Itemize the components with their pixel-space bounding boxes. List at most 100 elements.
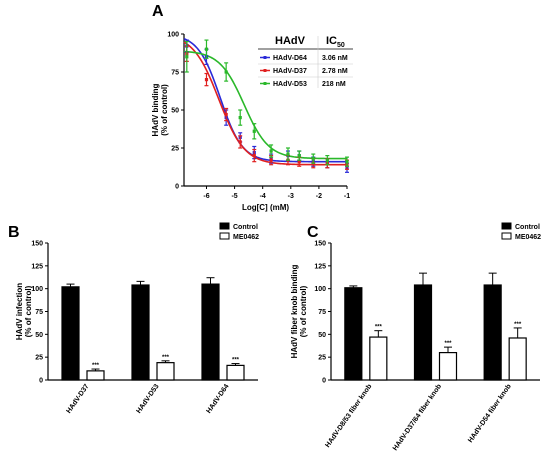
- b-legend-label: Control: [233, 224, 258, 231]
- c-category-label: HAdV-D37/64 fiber knob: [392, 383, 443, 451]
- c-category-label: HAdV-D54 fiber knob: [467, 383, 513, 444]
- c-y-axis-title-line: (% of control): [299, 285, 308, 337]
- b-significance-label: ***: [232, 358, 240, 364]
- c-legend-label: ME0462: [515, 234, 541, 241]
- c-y-tick-label: 75: [318, 309, 326, 316]
- a-data-point: [345, 160, 349, 164]
- a-data-point: [297, 154, 301, 158]
- b-y-tick-label: 150: [31, 241, 43, 248]
- c-y-tick-label: 0: [322, 378, 326, 385]
- b-y-axis-title-line: HAdV infection: [15, 283, 24, 340]
- a-fit-curve-HAdV-D64: [183, 37, 347, 163]
- b-y-tick-label: 75: [35, 309, 43, 316]
- c-legend-swatch: [501, 232, 512, 240]
- b-bar-Control: [61, 286, 80, 381]
- a-legend-series-name: HAdV-D37: [273, 68, 307, 75]
- panel-b: B 0 25 50 75 100 125 150 HAdV infection(% of co…: [8, 222, 259, 415]
- a-legend-swatch-point: [263, 56, 267, 59]
- a-legend-ic50-value: 3.06 nM: [322, 55, 348, 62]
- a-data-point: [252, 129, 256, 133]
- c-legend-label: Control: [515, 224, 540, 231]
- c-bar-ME0462: [369, 336, 388, 381]
- a-y-tick-label: 25: [171, 146, 179, 153]
- a-x-tick-label: -2: [316, 193, 322, 200]
- b-y-tick-label: 100: [31, 286, 43, 293]
- a-y-tick-label: 50: [171, 108, 179, 115]
- a-data-point: [311, 157, 315, 161]
- c-legend-swatch: [501, 222, 512, 230]
- a-fit-curve-HAdV-D37: [183, 41, 347, 166]
- b-significance-label: ***: [92, 363, 100, 369]
- b-y-tick-label: 0: [39, 378, 43, 385]
- a-x-tick-label: -5: [231, 193, 237, 200]
- c-y-tick-label: 150: [314, 241, 326, 248]
- b-category-label: HAdV-D37: [65, 383, 90, 415]
- c-y-axis-title: HAdV fiber knob binding(% of control): [290, 265, 308, 359]
- b-bar-Control: [201, 283, 220, 381]
- b-category-label: HAdV-D64: [205, 383, 230, 415]
- b-bar-ME0462: [156, 362, 175, 381]
- a-data-point: [252, 154, 256, 158]
- panel-c: C 0 25 50 75 100 125 150 HAdV fiber knob bindin…: [290, 222, 541, 451]
- c-bar-Control: [344, 287, 363, 381]
- a-x-tick-label: -3: [288, 193, 294, 200]
- c-bar-Control: [483, 284, 502, 381]
- b-legend-label: ME0462: [233, 234, 259, 241]
- b-bar-ME0462: [226, 364, 245, 381]
- panel-a: A 0 25 50 75 100 -6 -5 -4 -3 -2 -1 Log[C] (mM) HAdV …: [151, 3, 353, 212]
- a-y-tick-label: 100: [167, 32, 179, 39]
- c-bar-ME0462: [438, 352, 458, 381]
- b-bar-Control: [131, 284, 150, 381]
- b-legend-swatch: [219, 232, 230, 240]
- a-data-point: [185, 55, 189, 59]
- panel-b-letter: B: [8, 224, 20, 241]
- a-legend-header-sub: 50: [337, 42, 345, 49]
- a-legend-ic50-value: 2.78 nM: [322, 68, 348, 75]
- a-data-point: [204, 78, 209, 82]
- a-legend-header-ic: IC: [326, 35, 337, 47]
- a-y-axis-title-line: (% of control): [160, 84, 169, 136]
- b-significance-label: ***: [162, 355, 170, 361]
- b-y-tick-label: 50: [35, 332, 43, 339]
- c-category-label: HAdV-D8/53 fiber knob: [324, 383, 373, 449]
- a-data-point: [204, 47, 209, 51]
- b-y-tick-label: 125: [31, 263, 43, 270]
- a-data-point: [269, 149, 273, 153]
- a-data-point: [325, 158, 329, 162]
- a-legend-series-name: HAdV-D53: [273, 81, 307, 88]
- b-y-tick-label: 25: [35, 355, 43, 362]
- c-y-tick-label: 125: [314, 263, 326, 270]
- a-data-point: [224, 70, 228, 74]
- b-bar-ME0462: [86, 370, 105, 381]
- panel-c-letter: C: [307, 224, 319, 241]
- a-x-axis-title: Log[C] (mM): [242, 203, 289, 212]
- a-y-tick-label: 0: [175, 184, 179, 191]
- a-y-tick-label: 75: [171, 70, 179, 77]
- a-data-point: [224, 112, 228, 117]
- a-fit-curve-HAdV-D53: [183, 50, 348, 160]
- a-legend-swatch-point: [263, 82, 267, 85]
- c-significance-label: ***: [444, 341, 452, 347]
- c-y-axis-title-line: HAdV fiber knob binding: [290, 265, 299, 359]
- a-legend-ic50-value: 218 nM: [322, 81, 346, 88]
- a-legend-swatch-point: [263, 69, 267, 72]
- a-x-tick-label: -1: [344, 193, 350, 200]
- c-y-tick-label: 100: [314, 286, 326, 293]
- panel-a-letter: A: [152, 3, 164, 20]
- b-legend-swatch: [219, 222, 230, 230]
- a-legend-header-hadv: HAdV: [275, 35, 306, 47]
- c-bar-ME0462: [508, 337, 527, 381]
- b-y-axis-title-line: (% of control): [24, 285, 33, 337]
- a-y-axis-title-line: HAdV binding: [151, 83, 160, 136]
- a-legend-header-ic50: IC50: [326, 35, 345, 49]
- a-x-tick-label: -6: [203, 193, 209, 200]
- a-legend-series-name: HAdV-D64: [273, 55, 307, 62]
- c-y-tick-label: 25: [318, 355, 326, 362]
- a-data-point: [297, 160, 301, 164]
- a-data-point: [286, 152, 290, 156]
- a-data-point: [269, 158, 273, 162]
- b-y-axis-title: HAdV infection(% of control): [15, 283, 33, 340]
- a-x-tick-label: -4: [260, 193, 266, 200]
- a-data-point: [238, 116, 242, 120]
